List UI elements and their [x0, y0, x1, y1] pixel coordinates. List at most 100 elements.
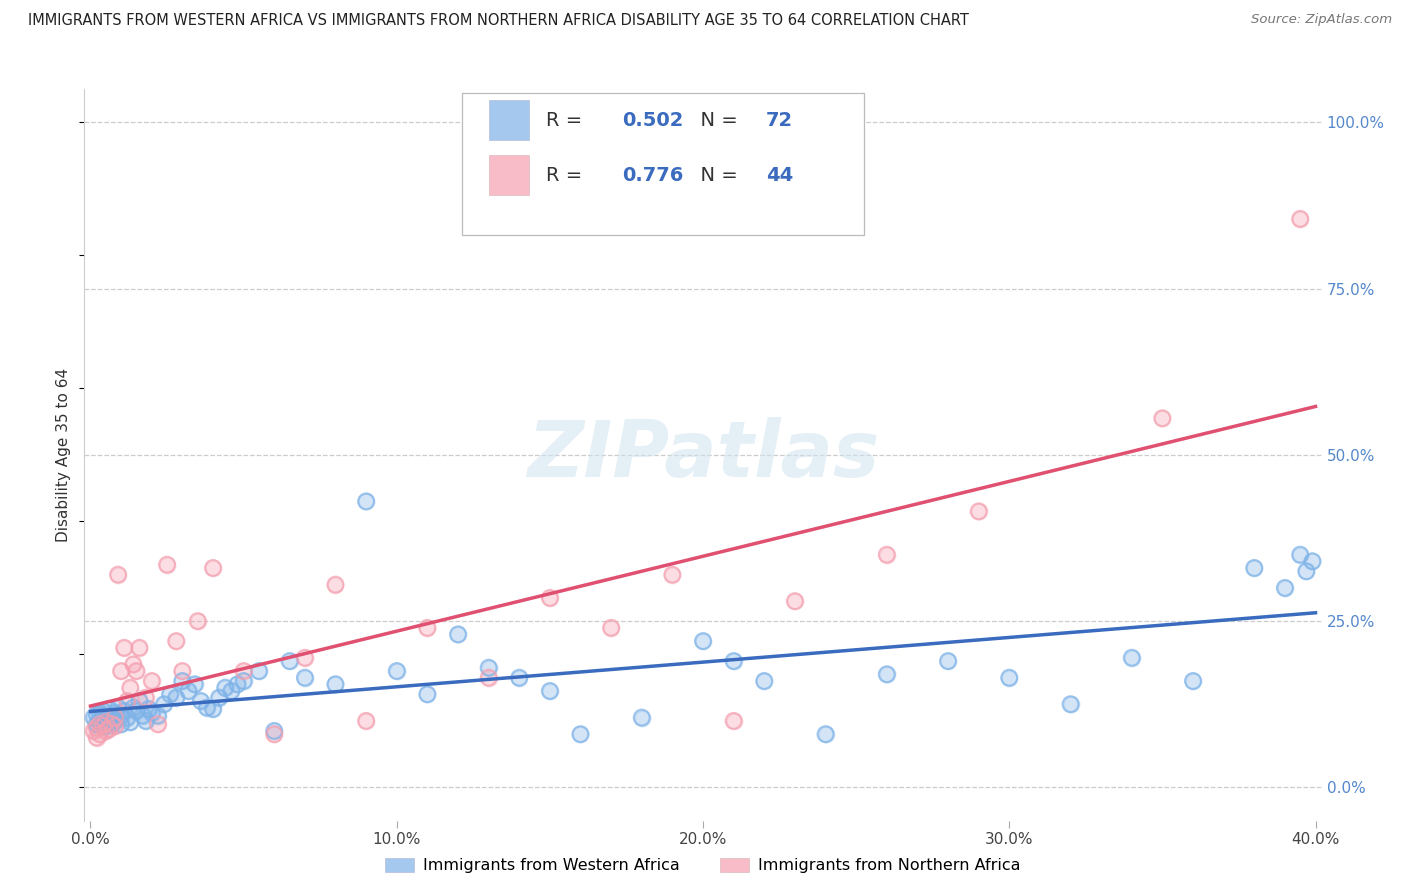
Point — [208, 690, 231, 705]
Point — [89, 727, 111, 741]
Point — [294, 650, 316, 665]
Point — [128, 694, 150, 708]
Point — [94, 714, 117, 728]
Point — [112, 704, 135, 718]
Point — [83, 710, 105, 724]
Point — [190, 694, 212, 708]
Point — [97, 722, 120, 736]
Point — [385, 664, 408, 678]
Point — [232, 673, 254, 688]
Point — [141, 673, 163, 688]
Point — [226, 677, 249, 691]
Point — [183, 677, 205, 691]
Point — [783, 594, 806, 608]
Point — [661, 567, 683, 582]
Text: R =: R = — [546, 111, 588, 130]
Point — [325, 677, 347, 691]
Point — [125, 664, 148, 678]
Point — [159, 687, 181, 701]
Point — [263, 727, 285, 741]
Point — [183, 677, 205, 691]
Point — [89, 706, 111, 720]
Point — [110, 717, 132, 731]
Point — [104, 710, 127, 724]
Point — [600, 621, 623, 635]
Point — [101, 717, 124, 731]
Point — [86, 717, 108, 731]
Point — [91, 704, 114, 718]
Point — [177, 684, 200, 698]
Point — [998, 671, 1021, 685]
Point — [1295, 564, 1317, 578]
Point — [104, 714, 127, 728]
Point — [630, 710, 652, 724]
Point — [128, 640, 150, 655]
Point — [538, 591, 561, 605]
Point — [156, 558, 179, 572]
Y-axis label: Disability Age 35 to 64: Disability Age 35 to 64 — [56, 368, 72, 542]
Point — [83, 723, 105, 738]
Point — [754, 673, 776, 688]
Point — [135, 690, 157, 705]
Point — [1182, 673, 1205, 688]
Point — [94, 723, 117, 738]
Point — [83, 723, 105, 738]
Point — [177, 684, 200, 698]
Point — [172, 673, 194, 688]
Point — [89, 715, 111, 730]
Point — [201, 702, 224, 716]
Point — [91, 704, 114, 718]
Point — [120, 681, 142, 695]
Point — [263, 723, 285, 738]
Point — [110, 708, 132, 723]
Point — [153, 698, 176, 712]
Point — [94, 715, 117, 730]
Point — [91, 719, 114, 733]
Point — [783, 594, 806, 608]
Point — [692, 634, 714, 648]
Point — [201, 561, 224, 575]
Point — [416, 687, 439, 701]
Point — [115, 710, 138, 724]
Point — [876, 548, 898, 562]
Point — [263, 723, 285, 738]
Point — [354, 494, 377, 508]
Point — [478, 661, 501, 675]
Text: Source: ZipAtlas.com: Source: ZipAtlas.com — [1251, 13, 1392, 27]
Point — [141, 706, 163, 720]
Point — [112, 640, 135, 655]
Point — [112, 704, 135, 718]
Point — [247, 664, 270, 678]
Point — [508, 671, 530, 685]
Point — [89, 715, 111, 730]
Point — [508, 671, 530, 685]
Point — [156, 558, 179, 572]
Point — [115, 694, 138, 708]
Point — [104, 710, 127, 724]
Point — [814, 727, 837, 741]
Point — [86, 731, 108, 745]
Point — [876, 667, 898, 681]
Text: 44: 44 — [766, 166, 793, 185]
Point — [278, 654, 301, 668]
Point — [110, 708, 132, 723]
Point — [138, 702, 160, 716]
Text: ZIPatlas: ZIPatlas — [527, 417, 879, 493]
Point — [190, 694, 212, 708]
Point — [1182, 673, 1205, 688]
Point — [159, 687, 181, 701]
Point — [101, 717, 124, 731]
Point — [1289, 211, 1312, 226]
FancyBboxPatch shape — [489, 100, 529, 140]
Point — [232, 664, 254, 678]
Point — [478, 661, 501, 675]
Point — [131, 708, 153, 723]
Legend: Immigrants from Western Africa, Immigrants from Northern Africa: Immigrants from Western Africa, Immigran… — [378, 851, 1028, 880]
Point — [1289, 211, 1312, 226]
Point — [1152, 411, 1174, 425]
Point — [89, 706, 111, 720]
Point — [1121, 650, 1143, 665]
Point — [120, 681, 142, 695]
Point — [1243, 561, 1265, 575]
Point — [1059, 698, 1081, 712]
